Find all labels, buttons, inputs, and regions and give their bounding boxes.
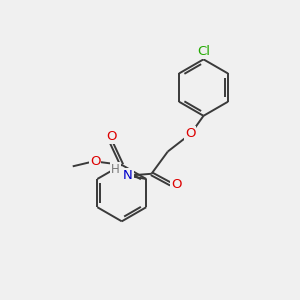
Text: O: O: [90, 155, 100, 168]
Text: Cl: Cl: [197, 44, 210, 58]
Text: O: O: [185, 127, 195, 140]
Text: O: O: [171, 178, 181, 191]
Text: O: O: [106, 130, 117, 142]
Text: H: H: [111, 164, 120, 176]
Text: N: N: [123, 169, 133, 182]
